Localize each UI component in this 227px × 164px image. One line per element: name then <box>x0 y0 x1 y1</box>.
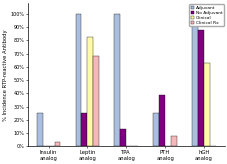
Bar <box>54 142 60 146</box>
Bar <box>75 14 81 146</box>
Bar <box>191 14 197 146</box>
Bar <box>170 136 176 146</box>
Bar <box>120 129 126 146</box>
Bar <box>197 30 203 146</box>
Bar <box>93 56 99 146</box>
Bar <box>81 113 87 146</box>
Y-axis label: % Incidence RTP-reactive Antibody: % Incidence RTP-reactive Antibody <box>3 29 8 121</box>
Bar <box>37 113 42 146</box>
Bar <box>158 95 164 146</box>
Legend: Adjuvant, No Adjuvant, Clinical, Clinical Rx: Adjuvant, No Adjuvant, Clinical, Clinica… <box>188 4 223 26</box>
Bar <box>114 14 120 146</box>
Bar <box>87 37 93 146</box>
Bar <box>153 113 158 146</box>
Bar <box>203 63 209 146</box>
